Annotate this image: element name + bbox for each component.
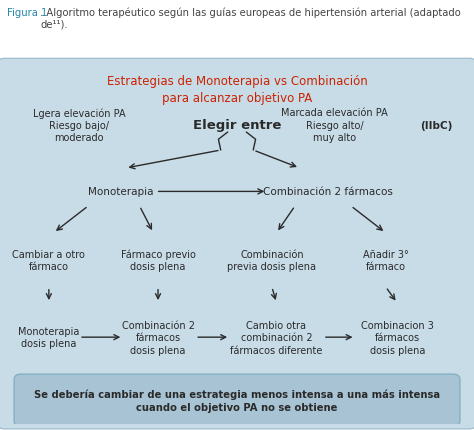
Text: Combinación 2
fármacos
dosis plena: Combinación 2 fármacos dosis plena [121, 320, 194, 355]
FancyBboxPatch shape [14, 374, 460, 426]
Text: Cambiar a otro
fármaco: Cambiar a otro fármaco [12, 249, 85, 271]
Text: Fármaco previo
dosis plena: Fármaco previo dosis plena [120, 249, 195, 272]
Text: Se debería cambiar de una estrategia menos intensa a una más intensa
cuando el o: Se debería cambiar de una estrategia men… [34, 388, 440, 412]
Text: Combinacion 3
fármacos
dosis plena: Combinacion 3 fármacos dosis plena [361, 320, 434, 355]
Text: Cambio otra
combinación 2
fármacos diferente: Cambio otra combinación 2 fármacos difer… [230, 320, 323, 355]
Text: (IIbC): (IIbC) [420, 120, 453, 131]
Text: . Algoritmo terapéutico según las guías europeas de hipertensión arterial (adapt: . Algoritmo terapéutico según las guías … [40, 8, 461, 30]
Text: Añadir 3°
fármaco: Añadir 3° fármaco [363, 249, 409, 271]
Text: Elegir entre: Elegir entre [193, 119, 281, 132]
Text: Figura 1: Figura 1 [7, 8, 47, 18]
Text: Monoterapia
dosis plena: Monoterapia dosis plena [18, 326, 80, 349]
Text: Marcada elevación PA
Riesgo alto/
muy alto: Marcada elevación PA Riesgo alto/ muy al… [281, 108, 388, 143]
Text: Monoterapia: Monoterapia [88, 187, 154, 197]
FancyBboxPatch shape [0, 59, 474, 429]
Text: Combinación
previa dosis plena: Combinación previa dosis plena [228, 249, 316, 271]
Text: Estrategias de Monoterapia vs Combinación
para alcanzar objetivo PA: Estrategias de Monoterapia vs Combinació… [107, 75, 367, 105]
Text: Combinación 2 fármacos: Combinación 2 fármacos [263, 187, 392, 197]
Text: Lgera elevación PA
Riesgo bajo/
moderado: Lgera elevación PA Riesgo bajo/ moderado [33, 108, 126, 143]
